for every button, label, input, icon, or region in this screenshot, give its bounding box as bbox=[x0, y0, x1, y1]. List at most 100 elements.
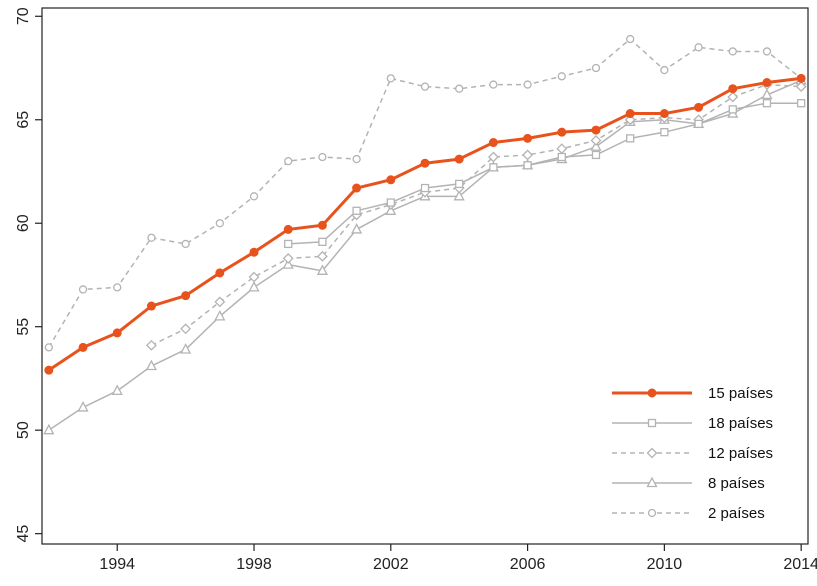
data-point-2-paises bbox=[523, 80, 532, 89]
series-line-18-paises bbox=[288, 102, 802, 245]
legend-label: 12 países bbox=[708, 445, 773, 462]
data-point-18-paises bbox=[420, 183, 430, 193]
data-point-18-paises bbox=[318, 237, 327, 247]
data-point-12-paises bbox=[624, 114, 636, 126]
data-point-15-paises bbox=[181, 291, 191, 301]
series-18-paises bbox=[284, 99, 806, 249]
legend-swatch-marker bbox=[647, 388, 657, 398]
data-point-2-paises bbox=[284, 156, 293, 166]
data-point-15-paises bbox=[728, 84, 738, 94]
data-point-2-paises bbox=[489, 80, 498, 89]
data-point-2-paises bbox=[591, 63, 601, 73]
legend: 15 países 18 países 12 países 8 países 2 paí… bbox=[612, 385, 773, 522]
data-point-12-paises bbox=[487, 151, 499, 163]
data-point-8-paises bbox=[180, 343, 192, 354]
data-point-8-paises bbox=[385, 204, 397, 215]
legend-label: 18 países bbox=[708, 415, 773, 432]
data-point-8-paises bbox=[316, 264, 328, 275]
data-point-2-paises bbox=[420, 82, 430, 91]
data-point-18-paises bbox=[489, 163, 498, 172]
data-point-18-paises bbox=[660, 128, 669, 137]
data-point-15-paises bbox=[386, 175, 396, 185]
data-point-12-paises bbox=[522, 149, 534, 161]
data-point-15-paises bbox=[283, 224, 293, 234]
data-point-8-paises bbox=[590, 140, 602, 151]
data-point-18-paises bbox=[523, 161, 532, 170]
data-point-15-paises bbox=[420, 158, 430, 168]
plot-frame bbox=[41, 7, 809, 545]
legend-swatch-marker bbox=[647, 508, 657, 518]
data-point-8-paises bbox=[43, 423, 55, 435]
data-point-2-paises bbox=[318, 152, 327, 162]
data-point-8-paises bbox=[214, 309, 226, 321]
data-point-15-paises bbox=[454, 154, 464, 164]
data-point-8-paises bbox=[111, 384, 123, 396]
data-point-12-paises bbox=[316, 250, 328, 262]
data-point-15-paises bbox=[146, 301, 156, 311]
data-point-2-paises bbox=[215, 219, 224, 228]
data-point-12-paises bbox=[146, 339, 157, 351]
x-tick-label: 2014 bbox=[783, 556, 817, 573]
data-point-15-paises bbox=[249, 247, 259, 257]
y-tick-label: 60 bbox=[15, 214, 32, 232]
data-point-18-paises bbox=[352, 206, 361, 215]
data-point-15-paises bbox=[557, 127, 567, 137]
data-point-8-paises bbox=[761, 88, 773, 100]
data-point-2-paises bbox=[44, 343, 53, 352]
y-tick-label: 50 bbox=[15, 421, 32, 439]
axes: 1994 1998 2002 2006 2010 2014 45 50 55 60 65 70 bbox=[15, 7, 817, 573]
data-point-15-paises bbox=[591, 125, 601, 135]
data-point-15-paises bbox=[352, 183, 362, 193]
data-point-2-paises bbox=[78, 285, 88, 294]
legend-swatch-marker bbox=[646, 447, 658, 459]
data-point-8-paises bbox=[282, 258, 294, 269]
data-point-12-paises bbox=[180, 323, 192, 335]
data-point-12-paises bbox=[282, 252, 294, 264]
data-point-15-paises bbox=[112, 328, 122, 338]
data-point-15-paises bbox=[796, 73, 806, 83]
data-point-8-paises bbox=[453, 189, 465, 201]
x-tick-label: 1994 bbox=[99, 556, 135, 573]
legend-label: 2 países bbox=[708, 505, 765, 522]
legend-item: 2 países bbox=[612, 505, 765, 522]
data-point-2-paises bbox=[660, 65, 669, 75]
data-point-2-paises bbox=[762, 47, 772, 56]
y-tick-label: 65 bbox=[15, 111, 32, 129]
legend-item: 8 países bbox=[612, 475, 765, 492]
legend-label: 15 países bbox=[708, 385, 773, 402]
data-point-18-paises bbox=[728, 105, 737, 114]
data-point-2-paises bbox=[386, 74, 395, 83]
data-point-18-paises bbox=[386, 198, 395, 207]
legend-swatch-marker bbox=[646, 476, 658, 488]
data-point-18-paises bbox=[557, 152, 566, 162]
data-point-18-paises bbox=[694, 119, 703, 129]
data-point-2-paises bbox=[113, 283, 122, 292]
data-point-12-paises bbox=[248, 271, 260, 283]
y-tick-label: 45 bbox=[15, 525, 32, 543]
series-layer bbox=[43, 34, 807, 435]
data-point-12-paises bbox=[214, 296, 226, 308]
data-point-12-paises bbox=[727, 91, 739, 103]
data-point-12-paises bbox=[590, 135, 602, 146]
data-point-15-paises bbox=[78, 342, 88, 352]
series-line-12-paises bbox=[151, 83, 802, 347]
legend-swatch-marker bbox=[647, 418, 657, 428]
data-point-18-paises bbox=[797, 99, 806, 108]
data-point-8-paises bbox=[248, 280, 260, 292]
legend-item: 18 países bbox=[612, 415, 773, 432]
data-point-18-paises bbox=[455, 179, 464, 189]
legend-label: 8 países bbox=[708, 475, 765, 492]
x-tick-label: 2002 bbox=[373, 556, 409, 573]
series-15-paises bbox=[44, 73, 806, 375]
data-point-12-paises bbox=[795, 81, 807, 93]
data-point-15-paises bbox=[762, 78, 772, 88]
y-tick-label: 70 bbox=[15, 7, 32, 25]
data-point-15-paises bbox=[215, 268, 225, 278]
data-point-18-paises bbox=[762, 99, 772, 108]
data-point-2-paises bbox=[694, 43, 703, 52]
data-point-18-paises bbox=[626, 134, 635, 143]
data-point-2-paises bbox=[728, 47, 737, 56]
data-point-2-paises bbox=[249, 192, 259, 201]
legend-item: 12 países bbox=[612, 445, 773, 462]
